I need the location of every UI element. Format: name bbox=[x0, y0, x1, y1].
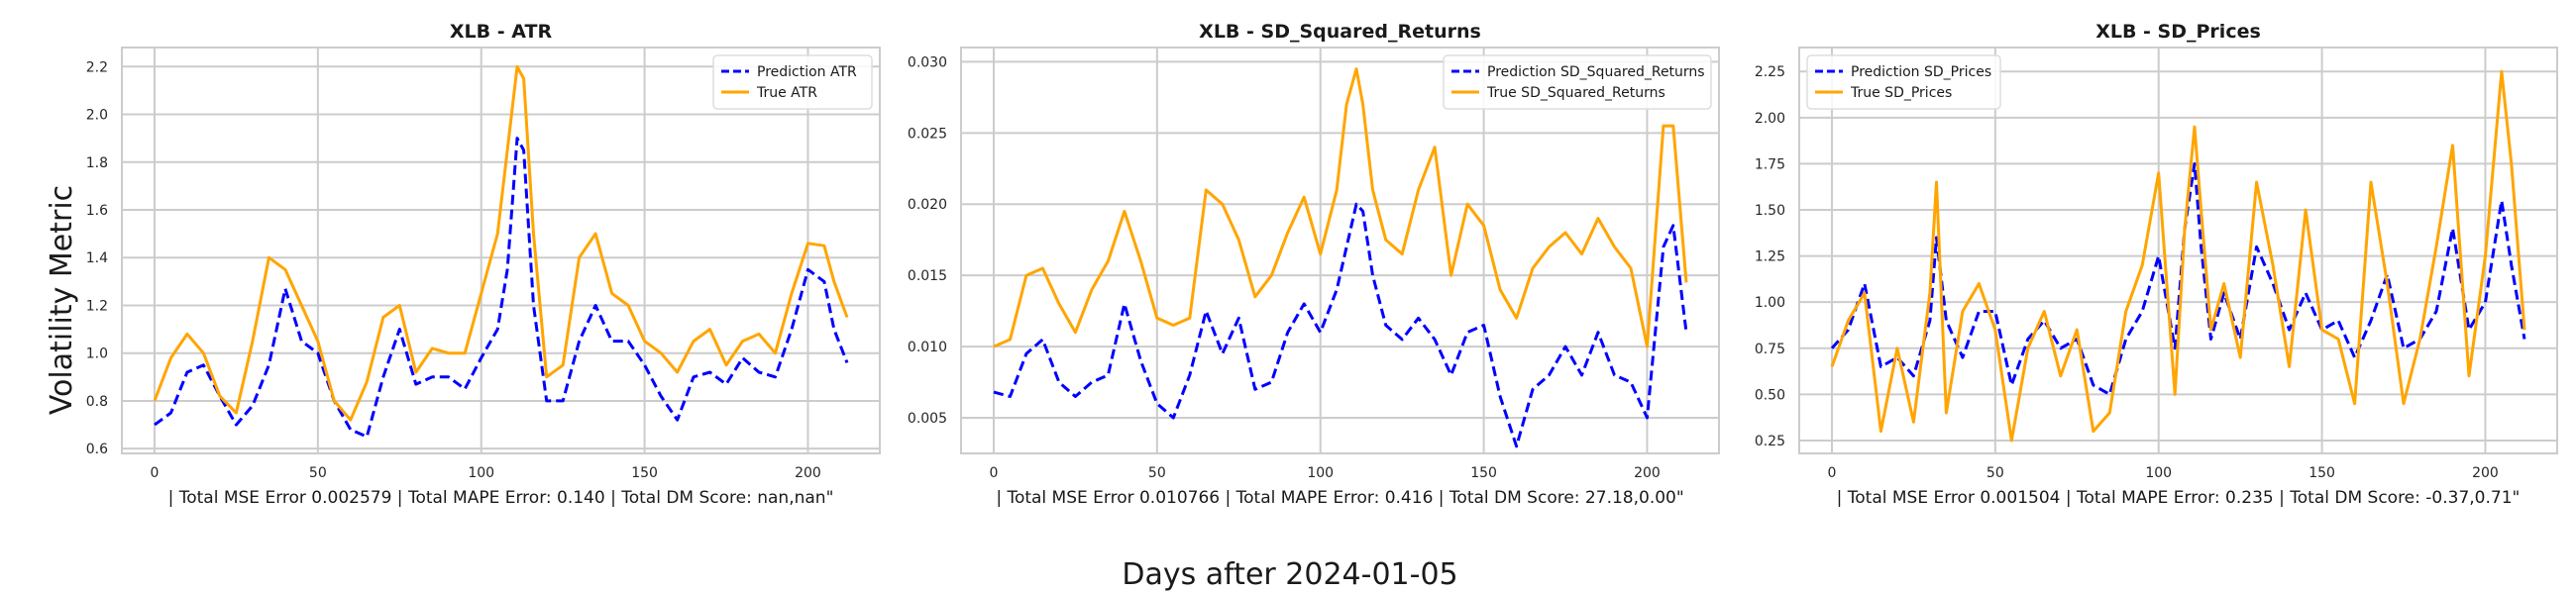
x-tick-label: 50 bbox=[309, 465, 327, 481]
chart-panel-3: 0 50 100 150 200 0.25 0.50 0.75 1.00 1.25 1.50 1.75… bbox=[1755, 21, 2558, 508]
y-tick-label: 1.50 bbox=[1755, 203, 1785, 219]
x-axis-label: | Total MSE Error 0.001504 | Total MAPE … bbox=[1837, 488, 2521, 508]
y-tick-label: 1.25 bbox=[1755, 249, 1785, 265]
y-tick-label: 0.8 bbox=[86, 394, 108, 410]
x-tick-label: 200 bbox=[2472, 465, 2499, 481]
legend: Prediction SD_Prices True SD_Prices bbox=[1806, 54, 2001, 110]
legend-label: True ATR bbox=[756, 85, 817, 101]
series-line-1 bbox=[993, 202, 1688, 448]
y-tick-label: 0.005 bbox=[908, 411, 947, 427]
y-tick-label: 1.0 bbox=[86, 346, 108, 362]
series-line-2 bbox=[1830, 69, 2526, 443]
y-tick-label: 1.4 bbox=[86, 250, 108, 266]
x-tick-label: 100 bbox=[468, 465, 494, 481]
x-tick-label: 0 bbox=[151, 465, 160, 481]
y-tick-label: 1.2 bbox=[86, 298, 108, 314]
y-tick-label: 1.75 bbox=[1755, 156, 1785, 172]
x-axis-label: | Total MSE Error 0.002579 | Total MAPE … bbox=[168, 488, 834, 508]
legend-label: Prediction SD_Prices bbox=[1851, 64, 1991, 80]
axes-frame bbox=[1798, 47, 2558, 454]
x-tick-label: 150 bbox=[2308, 465, 2335, 481]
y-tick-label: 2.00 bbox=[1755, 111, 1785, 127]
y-tick-label: 0.030 bbox=[908, 54, 947, 70]
x-tick-label: 200 bbox=[795, 465, 821, 481]
x-tick-label: 0 bbox=[990, 465, 999, 481]
y-tick-label: 2.0 bbox=[86, 108, 108, 124]
x-tick-label: 100 bbox=[1307, 465, 1334, 481]
axes-frame bbox=[121, 47, 881, 454]
figure-ylabel: Volatility Metric bbox=[45, 185, 79, 415]
x-axis-label: | Total MSE Error 0.010766 | Total MAPE … bbox=[996, 488, 1683, 508]
legend-box bbox=[1806, 54, 2001, 110]
plot-area bbox=[1799, 48, 2557, 453]
x-tick-label: 150 bbox=[1470, 465, 1497, 481]
y-tick-label: 0.75 bbox=[1755, 342, 1785, 357]
y-tick-label: 1.00 bbox=[1755, 295, 1785, 311]
chart-panel-1: 0 50 100 150 200 0.6 0.8 1.0 1.2 1.4 1.6 1.8 2.0 2.2 X… bbox=[86, 21, 881, 508]
y-tick-label: 0.015 bbox=[908, 268, 947, 284]
y-tick-label: 0.50 bbox=[1755, 387, 1785, 403]
series-line-2 bbox=[993, 67, 1688, 348]
series-line-1 bbox=[154, 137, 849, 439]
chart-title: XLB - SD_Squared_Returns bbox=[1199, 21, 1481, 43]
y-tick-label: 0.6 bbox=[86, 442, 108, 457]
series-line-2 bbox=[153, 64, 849, 422]
y-tick-label: 0.25 bbox=[1755, 434, 1785, 449]
chart-title: XLB - ATR bbox=[450, 21, 553, 43]
y-tick-label: 2.25 bbox=[1755, 64, 1785, 80]
legend-label: Prediction ATR bbox=[757, 64, 857, 80]
y-tick-label: 1.8 bbox=[86, 155, 108, 171]
chart-title: XLB - SD_Prices bbox=[2095, 21, 2261, 43]
legend-label: Prediction SD_Squared_Returns bbox=[1487, 64, 1705, 80]
legend-box bbox=[1443, 54, 1712, 110]
figure-xlabel: Days after 2024-01-05 bbox=[1122, 557, 1457, 592]
x-tick-label: 50 bbox=[1986, 465, 2004, 481]
y-tick-label: 2.2 bbox=[86, 59, 108, 75]
y-tick-label: 0.010 bbox=[908, 340, 947, 355]
legend-label: True SD_Prices bbox=[1850, 85, 1952, 101]
legend-label: True SD_Squared_Returns bbox=[1486, 85, 1665, 101]
y-tick-label: 0.025 bbox=[908, 126, 947, 142]
axes-frame bbox=[960, 47, 1720, 454]
legend: Prediction SD_Squared_Returns True SD_Squ… bbox=[1443, 54, 1712, 110]
chart-panel-2: 0 50 100 150 200 0.005 0.010 0.015 0.020 0.025 0.0… bbox=[908, 21, 1720, 508]
legend-box bbox=[712, 54, 873, 110]
x-tick-label: 100 bbox=[2145, 465, 2172, 481]
y-tick-label: 0.020 bbox=[908, 197, 947, 213]
legend: Prediction ATR True ATR bbox=[712, 54, 873, 110]
x-tick-label: 0 bbox=[1828, 465, 1837, 481]
x-tick-label: 150 bbox=[631, 465, 658, 481]
y-tick-label: 1.6 bbox=[86, 203, 108, 219]
x-tick-label: 200 bbox=[1634, 465, 1661, 481]
x-tick-label: 50 bbox=[1148, 465, 1166, 481]
